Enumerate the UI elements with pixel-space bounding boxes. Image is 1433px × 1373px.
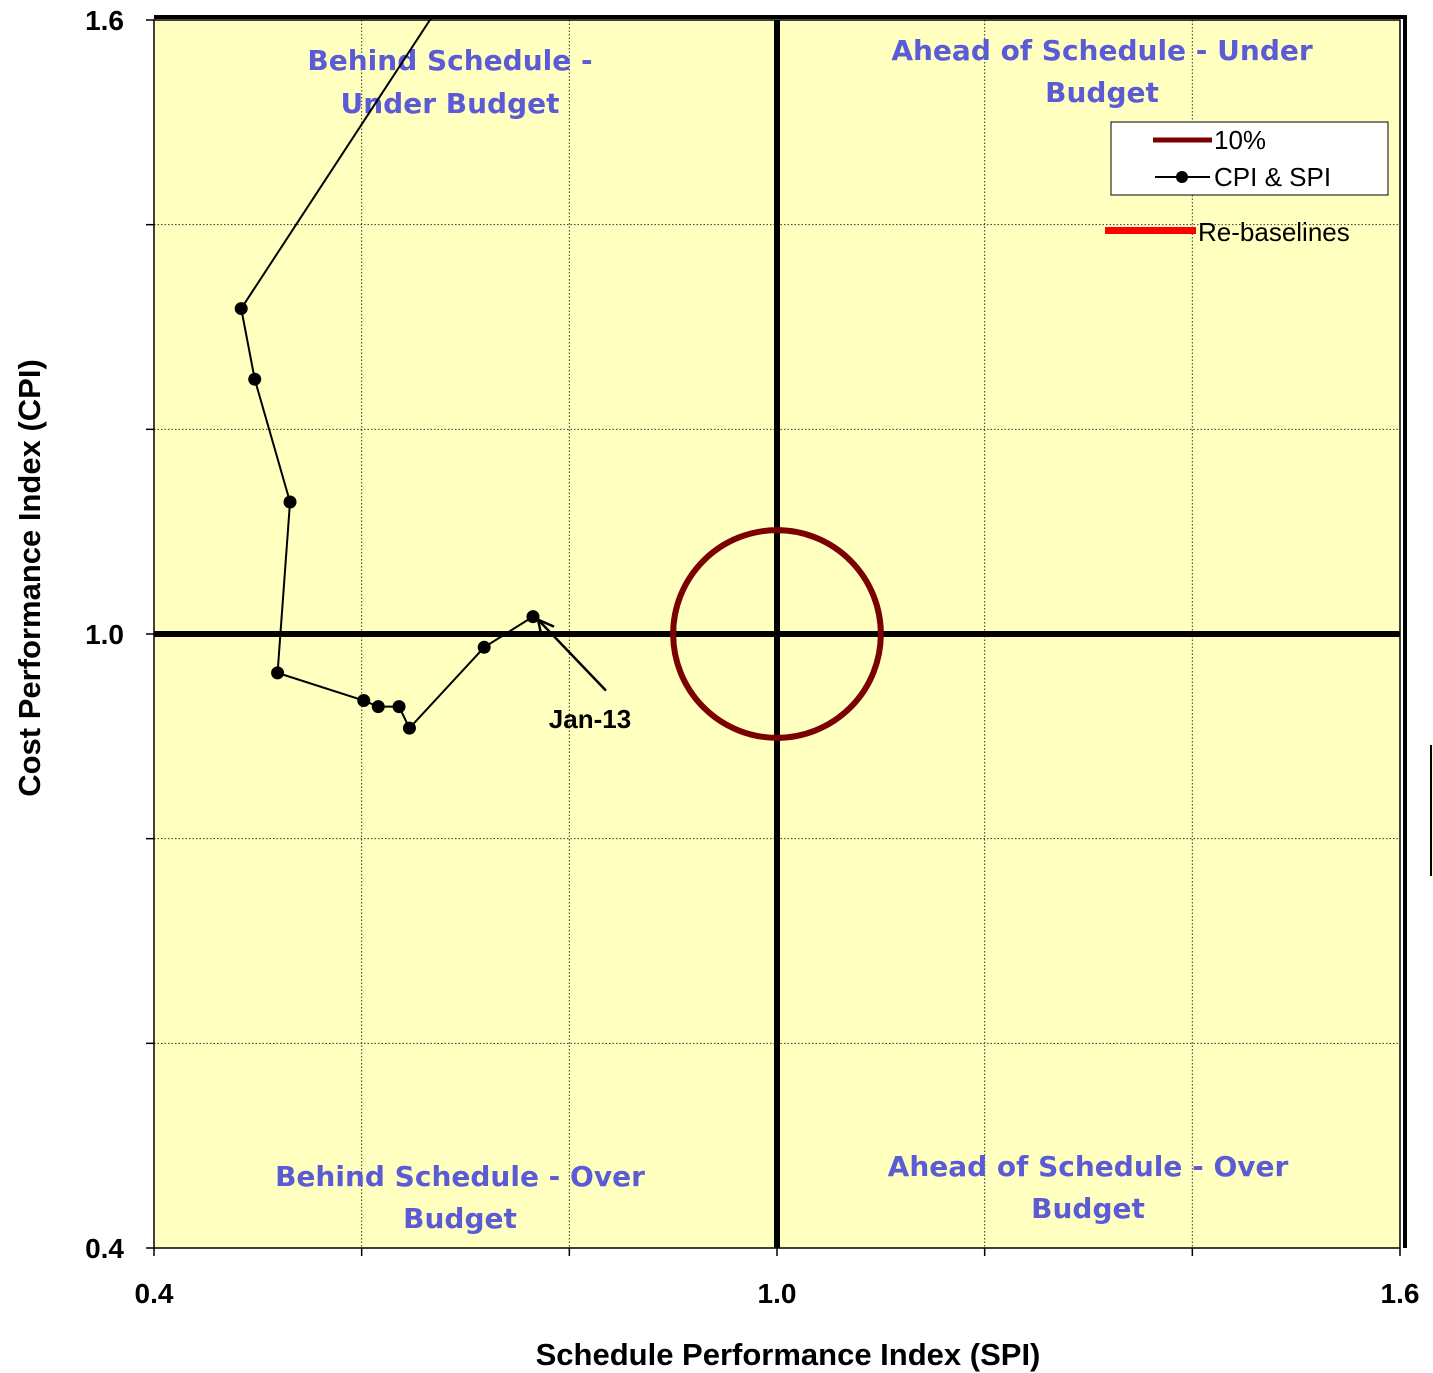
quadrant-bottom-right-line2: Budget <box>1031 1192 1145 1225</box>
data-point <box>234 302 248 316</box>
data-point <box>357 694 371 708</box>
cpi-spi-series <box>234 17 540 735</box>
data-point <box>402 721 416 735</box>
x-tick-label: 1.6 <box>1381 1278 1420 1309</box>
quadrant-bottom-right-line1: Ahead of Schedule - Over <box>888 1150 1289 1183</box>
quadrant-top-left-line2: Under Budget <box>341 87 560 120</box>
quadrant-top-right-line1: Ahead of Schedule - Under <box>891 34 1313 67</box>
quadrant-bottom-left-line2: Budget <box>403 1202 517 1235</box>
legend-rebaselines-swatch <box>1105 227 1196 234</box>
axis-ticks: 0.4 1.0 1.6 0.4 1.0 1.6 <box>85 5 1419 1309</box>
y-tick-label: 1.6 <box>85 5 124 36</box>
annotation-arrow-line <box>537 618 607 692</box>
annotation-arrow-head <box>536 617 555 634</box>
quadrant-top-right-line2: Budget <box>1045 76 1159 109</box>
data-point <box>392 700 406 714</box>
y-axis-title: Cost Performance Index (CPI) <box>12 359 47 797</box>
data-point <box>371 700 385 714</box>
x-axis-title: Schedule Performance Index (SPI) <box>536 1337 1041 1372</box>
quadrant-bottom-left-line1: Behind Schedule - Over <box>275 1160 645 1193</box>
legend-box <box>1110 121 1389 196</box>
x-tick-label: 0.4 <box>135 1278 174 1309</box>
quadrant-top-left-line1: Behind Schedule - <box>307 44 592 77</box>
legend: 10% CPI & SPI Re-baselines <box>1105 121 1389 247</box>
data-point <box>248 372 262 386</box>
data-point <box>283 495 297 509</box>
legend-10pct-label: 10% <box>1214 125 1266 155</box>
data-point <box>526 610 540 624</box>
x-tick-label: 1.0 <box>758 1278 797 1309</box>
annotation-label: Jan-13 <box>549 704 631 734</box>
legend-series-swatch-marker <box>1176 171 1188 183</box>
data-point <box>477 640 491 654</box>
y-tick-label: 0.4 <box>85 1233 124 1264</box>
ten-percent-threshold-circle <box>670 527 884 741</box>
data-point <box>271 666 285 680</box>
y-tick-label: 1.0 <box>85 619 124 650</box>
legend-rebaselines-label: Re-baselines <box>1198 217 1350 247</box>
legend-series-label: CPI & SPI <box>1214 162 1331 192</box>
